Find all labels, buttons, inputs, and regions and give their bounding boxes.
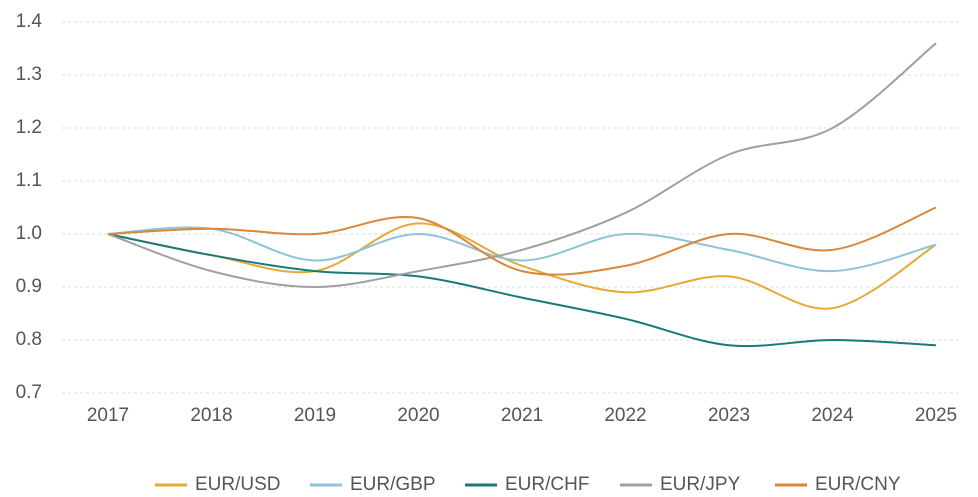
y-tick-label: 1.0	[16, 223, 42, 244]
y-tick-label: 1.3	[16, 64, 42, 85]
x-tick-label: 2022	[604, 405, 646, 426]
legend-label: EUR/GBP	[350, 474, 436, 495]
legend-label: EUR/CHF	[505, 474, 589, 495]
y-tick-label: 1.4	[16, 11, 43, 32]
series-line	[107, 226, 937, 273]
y-tick-label: 0.7	[16, 382, 42, 403]
legend-label: EUR/USD	[195, 474, 281, 495]
x-tick-label: 2018	[190, 405, 232, 426]
series-line	[107, 222, 937, 310]
x-tick-label: 2017	[87, 405, 129, 426]
x-tick-label: 2023	[708, 405, 750, 426]
y-tick-label: 1.2	[16, 117, 42, 138]
legend-label: EUR/JPY	[660, 474, 741, 495]
x-tick-label: 2020	[397, 405, 439, 426]
y-tick-label: 0.8	[16, 329, 42, 350]
x-tick-label: 2025	[915, 405, 957, 426]
series-line	[107, 206, 937, 276]
x-tick-label: 2024	[811, 405, 854, 426]
y-tick-label: 1.1	[16, 170, 42, 191]
series-line	[107, 233, 937, 348]
x-tick-label: 2019	[294, 405, 336, 426]
y-tick-label: 0.9	[16, 276, 42, 297]
series-line	[107, 42, 937, 289]
x-tick-label: 2021	[501, 405, 543, 426]
legend-label: EUR/CNY	[815, 474, 901, 495]
